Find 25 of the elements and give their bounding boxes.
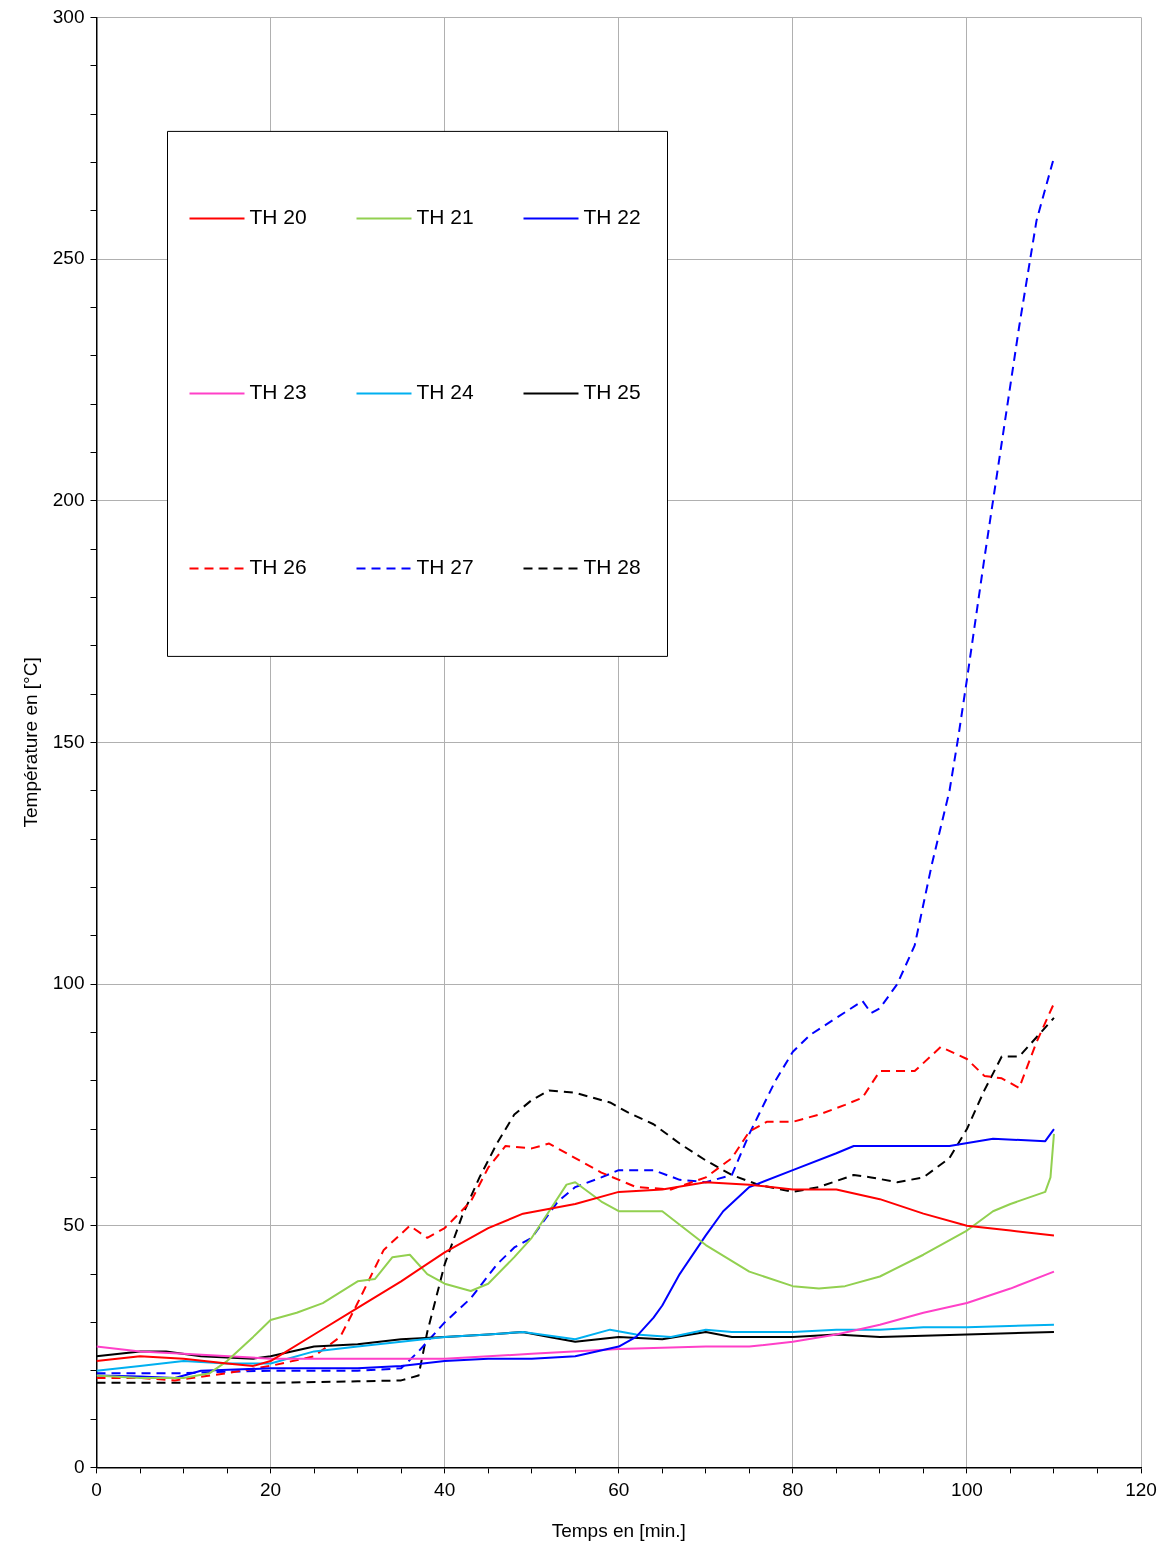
x-tick-label: 40: [434, 1479, 456, 1501]
x-tick-label: 20: [260, 1479, 282, 1501]
legend-label: TH 22: [583, 205, 641, 229]
x-tick-label: 120: [1125, 1479, 1157, 1501]
y-tick-label: 100: [52, 972, 85, 994]
y-tick-label: 150: [52, 730, 85, 752]
y-axis-title: Température en [°C]: [19, 657, 41, 828]
x-tick-label: 0: [91, 1479, 102, 1501]
legend-label: TH 24: [416, 380, 475, 404]
legend-label: TH 28: [583, 555, 641, 579]
legend-label: TH 20: [249, 205, 307, 229]
legend-label: TH 25: [583, 380, 641, 404]
legend-label: TH 23: [249, 380, 307, 404]
legend-label: TH 26: [249, 555, 307, 579]
legend-label: TH 21: [416, 205, 474, 229]
x-tick-label: 100: [951, 1479, 983, 1501]
y-tick-label: 200: [52, 488, 85, 510]
y-tick-label: 50: [63, 1213, 85, 1235]
y-tick-label: 0: [73, 1455, 85, 1477]
legend-label: TH 27: [416, 555, 474, 579]
y-tick-label: 300: [52, 5, 85, 27]
x-tick-label: 60: [608, 1479, 630, 1501]
y-tick-label: 250: [52, 247, 85, 269]
x-tick-label: 80: [782, 1479, 804, 1501]
x-axis-title: Temps en [min.]: [551, 1519, 686, 1541]
